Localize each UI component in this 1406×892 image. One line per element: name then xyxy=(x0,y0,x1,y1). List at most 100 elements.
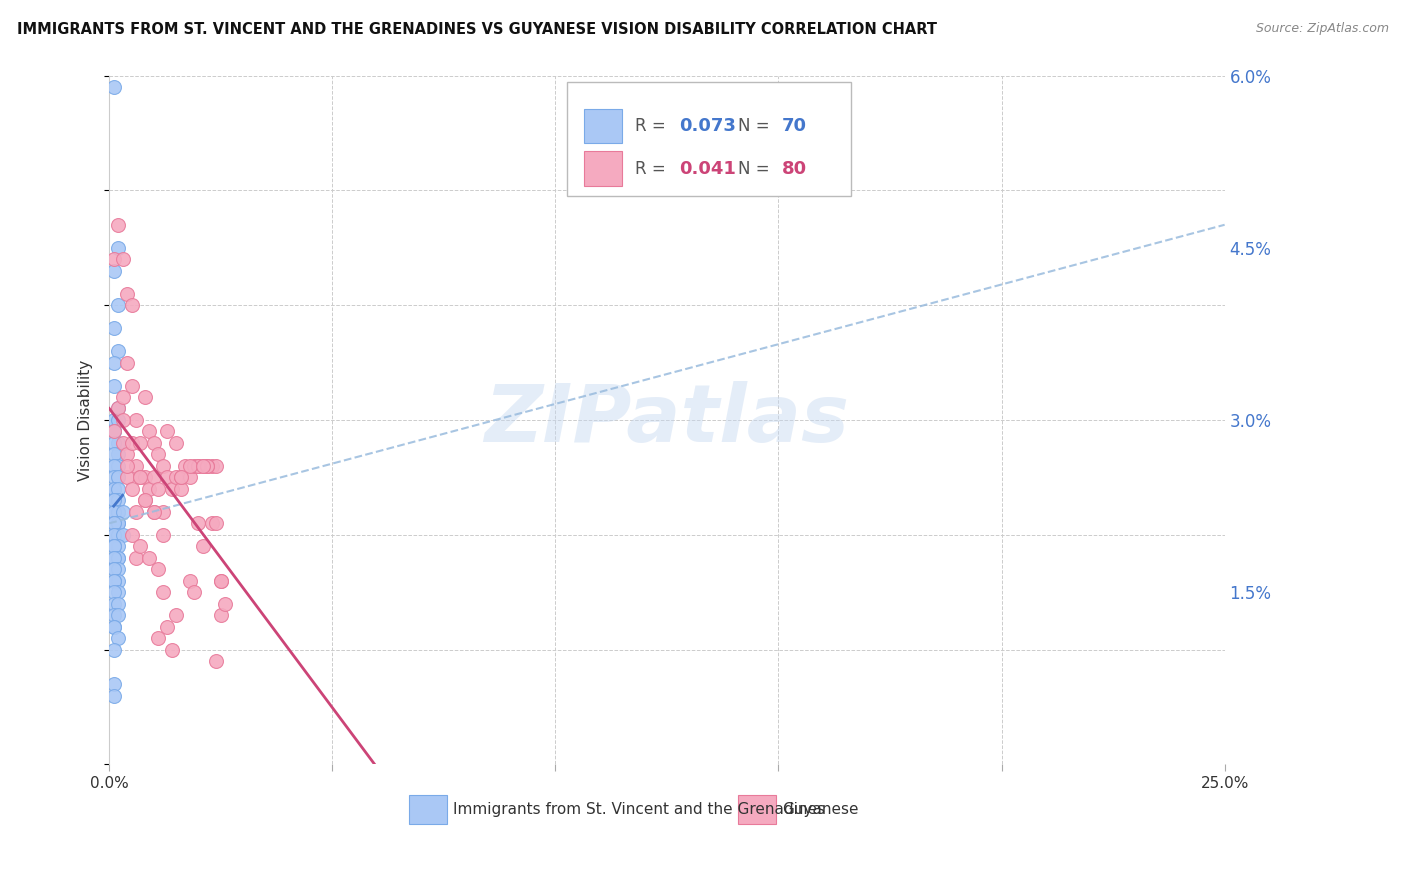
Point xyxy=(179,574,201,588)
Point xyxy=(121,482,143,496)
Text: 80: 80 xyxy=(782,160,807,178)
Point xyxy=(129,470,152,484)
Point xyxy=(103,539,125,553)
Point xyxy=(107,493,129,508)
FancyBboxPatch shape xyxy=(585,152,623,186)
Point xyxy=(107,401,129,416)
Point xyxy=(179,470,201,484)
Point xyxy=(152,505,174,519)
Point xyxy=(107,447,129,461)
Point xyxy=(209,574,232,588)
Point xyxy=(107,298,129,312)
Point xyxy=(169,470,191,484)
Point xyxy=(156,425,179,439)
Point xyxy=(191,458,214,473)
Point xyxy=(103,425,125,439)
Point xyxy=(107,470,129,484)
Point xyxy=(125,458,148,473)
Point xyxy=(103,436,125,450)
Point xyxy=(107,482,129,496)
Point xyxy=(197,458,219,473)
Point xyxy=(160,642,183,657)
Point xyxy=(169,470,191,484)
Point xyxy=(142,505,165,519)
Point xyxy=(152,458,174,473)
Point xyxy=(191,458,214,473)
Point xyxy=(103,608,125,623)
Point xyxy=(201,458,224,473)
Point xyxy=(103,425,125,439)
Point xyxy=(129,470,152,484)
Point xyxy=(152,528,174,542)
Point xyxy=(107,344,129,359)
Point xyxy=(103,458,125,473)
Point xyxy=(115,470,138,484)
Point xyxy=(187,516,209,531)
Point xyxy=(111,413,134,427)
Point xyxy=(125,550,148,565)
Point xyxy=(191,539,214,553)
Point xyxy=(165,470,187,484)
Point xyxy=(121,528,143,542)
Point xyxy=(115,286,138,301)
Point xyxy=(107,597,129,611)
Point xyxy=(174,458,197,473)
FancyBboxPatch shape xyxy=(567,82,851,196)
Point xyxy=(103,80,125,95)
Point xyxy=(107,436,129,450)
Point xyxy=(107,631,129,645)
Point xyxy=(103,493,125,508)
Point xyxy=(160,482,183,496)
Point xyxy=(187,458,209,473)
Point xyxy=(165,436,187,450)
Point xyxy=(103,425,125,439)
Point xyxy=(103,516,125,531)
Point xyxy=(103,562,125,576)
Point xyxy=(138,425,160,439)
Point xyxy=(103,493,125,508)
Point xyxy=(148,631,170,645)
Point xyxy=(201,516,224,531)
Point xyxy=(134,493,156,508)
Point xyxy=(169,482,191,496)
Point xyxy=(103,482,125,496)
Point xyxy=(115,447,138,461)
Text: R =: R = xyxy=(634,160,671,178)
Point xyxy=(107,505,129,519)
Point xyxy=(197,458,219,473)
Point xyxy=(138,550,160,565)
Point xyxy=(103,321,125,335)
Point xyxy=(103,620,125,634)
Point xyxy=(205,654,228,668)
Point xyxy=(103,516,125,531)
Point xyxy=(134,493,156,508)
Point xyxy=(103,505,125,519)
Point xyxy=(197,458,219,473)
Point xyxy=(103,516,125,531)
Point xyxy=(107,516,129,531)
Point xyxy=(103,585,125,599)
Point xyxy=(103,620,125,634)
Point xyxy=(179,458,201,473)
Text: 0.041: 0.041 xyxy=(679,160,737,178)
Point xyxy=(142,470,165,484)
Point xyxy=(183,458,205,473)
Point xyxy=(156,470,179,484)
Point xyxy=(209,574,232,588)
Point xyxy=(107,528,129,542)
Point xyxy=(115,458,138,473)
Point xyxy=(121,436,143,450)
Point xyxy=(107,470,129,484)
Point xyxy=(125,413,148,427)
Point xyxy=(103,539,125,553)
Point xyxy=(107,401,129,416)
Point xyxy=(148,447,170,461)
Text: 70: 70 xyxy=(782,117,807,135)
Point xyxy=(103,505,125,519)
Point xyxy=(103,528,125,542)
Point xyxy=(103,470,125,484)
Point xyxy=(142,505,165,519)
Point xyxy=(209,608,232,623)
Point xyxy=(152,585,174,599)
Point xyxy=(187,458,209,473)
